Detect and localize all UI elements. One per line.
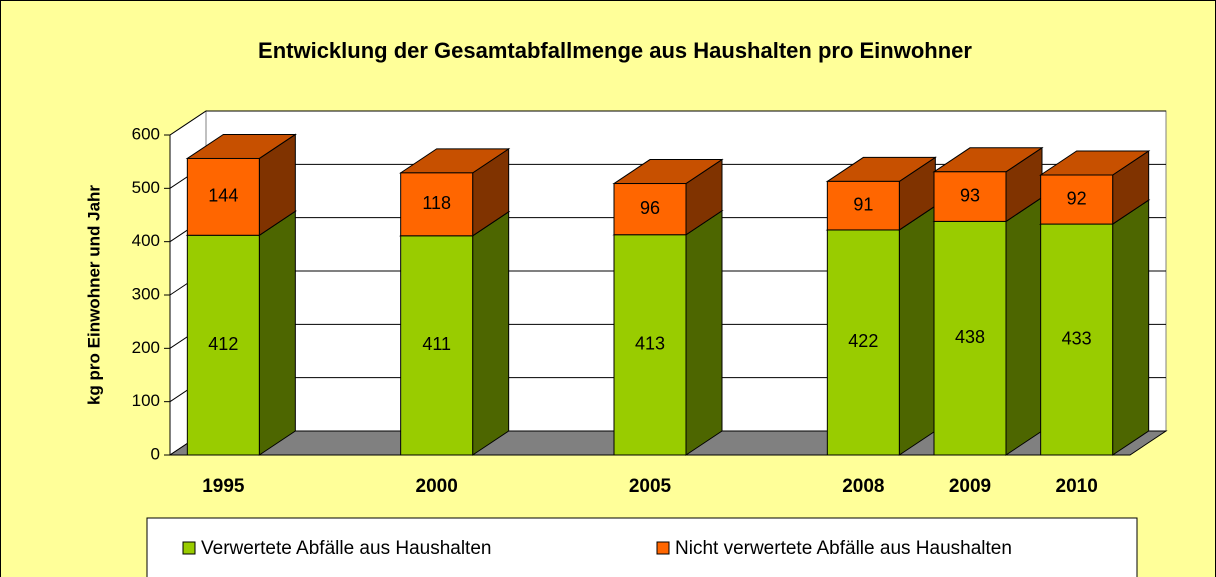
chart-title: Entwicklung der Gesamtabfallmenge aus Ha…: [258, 38, 972, 63]
data-label: 93: [960, 185, 980, 205]
bar-side: [1005, 196, 1043, 456]
x-tick-label: 2009: [949, 476, 991, 497]
data-label: 422: [848, 331, 878, 351]
bar-segment: [612, 158, 724, 236]
legend-label: Verwertete Abfälle aus Haushalten: [201, 538, 491, 559]
data-label: 433: [1062, 328, 1092, 348]
data-label: 96: [640, 198, 660, 218]
legend-swatch: [182, 541, 196, 555]
legend-swatch: [656, 541, 670, 555]
y-tick-label: 300: [132, 284, 160, 303]
bar-front: [933, 220, 1007, 456]
grid-line: [169, 110, 1166, 136]
bar-front: [613, 234, 687, 456]
x-tick-label: 2000: [416, 476, 458, 497]
bar-segment: [1039, 150, 1151, 226]
bar-segment: [825, 204, 937, 456]
bar-front: [933, 171, 1007, 222]
bar-front: [1040, 223, 1114, 456]
bar-segment: [932, 146, 1044, 223]
data-label: 412: [208, 334, 238, 354]
legend: [146, 517, 1138, 577]
bar-front: [186, 234, 260, 456]
bar-front: [826, 229, 900, 456]
data-label: 144: [208, 186, 238, 206]
bar-front: [400, 172, 474, 237]
x-tick-label: 1995: [202, 476, 245, 497]
bar-front: [186, 157, 260, 236]
bar-front: [400, 235, 474, 456]
x-tick-label: 2005: [629, 476, 672, 497]
bar-segment: [185, 210, 297, 456]
x-tick-label: 2010: [1056, 476, 1098, 497]
bar-side: [472, 210, 510, 456]
legend-label: Nicht verwertete Abfälle aus Haushalten: [675, 538, 1012, 559]
y-tick-label: 200: [132, 338, 160, 357]
y-tick-label: 500: [132, 178, 160, 197]
data-label: 438: [955, 327, 985, 347]
bar-side: [685, 209, 723, 456]
y-tick-label: 400: [132, 231, 160, 250]
bar-front: [613, 183, 687, 236]
bar-side: [258, 210, 296, 456]
data-label: 411: [422, 334, 451, 354]
y-tick-label: 600: [132, 124, 160, 143]
bar-segment: [932, 196, 1044, 456]
bar-segment: [612, 209, 724, 456]
bar-side: [898, 204, 936, 456]
y-tick-label: 100: [132, 391, 160, 410]
data-label: 118: [422, 193, 451, 213]
bar-segment: [185, 133, 297, 237]
y-tick-label: 0: [151, 444, 160, 463]
bar-segment: [399, 210, 511, 456]
bar-front: [1040, 174, 1114, 225]
data-label: 91: [853, 194, 873, 214]
bar-side: [1112, 199, 1150, 456]
data-label: 92: [1067, 188, 1087, 208]
bar-segment: [1039, 199, 1151, 456]
y-axis-label: kg pro Einwohner und Jahr: [84, 185, 103, 405]
bar-front: [826, 180, 900, 231]
bar-segment: [399, 147, 511, 237]
data-label: 413: [635, 334, 665, 354]
bar-segment: [825, 156, 937, 231]
x-tick-label: 2008: [842, 476, 884, 497]
